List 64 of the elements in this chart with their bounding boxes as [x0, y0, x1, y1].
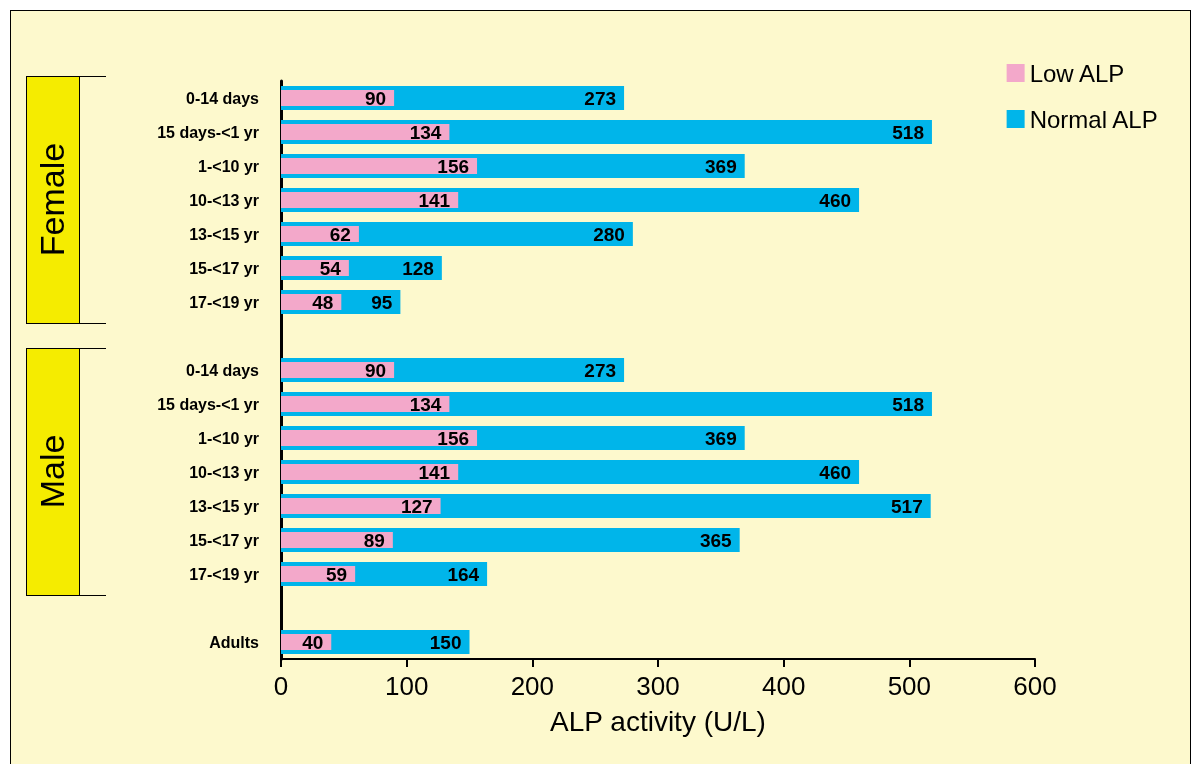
- data-label: 54: [319, 257, 342, 279]
- data-label: 273: [584, 359, 617, 381]
- bar: [281, 430, 478, 446]
- text: Male: [33, 435, 73, 509]
- data-label: 150: [429, 631, 462, 653]
- x-tick-label: 300: [636, 671, 680, 701]
- data-label: 369: [705, 155, 737, 177]
- bar: [281, 158, 478, 174]
- y-tick-label: 10-<13 yr: [189, 463, 259, 481]
- data-label: 90: [364, 359, 387, 381]
- data-label: 95: [371, 291, 393, 313]
- legend-label: Low ALP: [1029, 59, 1125, 87]
- data-label: 128: [402, 257, 434, 279]
- y-tick-label: 15 days-<1 yr: [157, 395, 259, 413]
- y-tick-label: Adults: [209, 633, 260, 651]
- data-label: 518: [892, 393, 924, 415]
- x-tick-label: 400: [761, 671, 806, 701]
- data-label: 280: [593, 223, 625, 245]
- y-tick-label: 15 days-<1 yr: [157, 123, 259, 141]
- x-tick-label: 500: [887, 671, 932, 701]
- data-label: 89: [363, 529, 385, 551]
- y-tick-label: 17-<19 yr: [189, 293, 259, 311]
- data-label: 141: [418, 461, 451, 483]
- y-tick-label: 13-<15 yr: [189, 497, 259, 515]
- y-tick-label: 13-<15 yr: [189, 225, 259, 243]
- x-tick-label: 200: [510, 671, 555, 701]
- x-tick-label: 0: [273, 671, 289, 701]
- data-label: 141: [418, 189, 451, 211]
- bar: [281, 396, 450, 412]
- x-tick-label: 100: [384, 671, 429, 701]
- y-tick-label: 10-<13 yr: [189, 191, 259, 209]
- data-label: 156: [437, 427, 470, 449]
- y-tick-label: 17-<19 yr: [189, 565, 259, 583]
- data-label: 134: [409, 393, 442, 415]
- data-label: 127: [400, 495, 433, 517]
- data-label: 164: [447, 563, 480, 585]
- data-label: 365: [699, 529, 733, 551]
- data-label: 59: [326, 563, 348, 585]
- bar: [281, 124, 450, 140]
- data-label: 48: [312, 291, 334, 313]
- text: Female: [33, 143, 73, 257]
- x-axis-title: ALP activity (U/L): [550, 705, 766, 737]
- bar: [281, 464, 459, 480]
- bar: [281, 498, 441, 514]
- data-label: 369: [705, 427, 737, 449]
- data-label: 62: [329, 223, 351, 245]
- y-tick-label: 0-14 days: [186, 361, 260, 379]
- y-tick-label: 1-<10 yr: [198, 157, 259, 175]
- y-tick-label: 0-14 days: [186, 89, 260, 107]
- y-tick-label: 15-<17 yr: [189, 531, 259, 549]
- data-label: 273: [584, 87, 617, 109]
- data-label: 156: [437, 155, 470, 177]
- y-tick-label: 15-<17 yr: [189, 259, 259, 277]
- bar: [281, 192, 459, 208]
- data-label: 134: [409, 121, 442, 143]
- y-tick-label: 1-<10 yr: [198, 429, 259, 447]
- data-label: 460: [819, 461, 852, 483]
- data-label: 90: [364, 87, 387, 109]
- data-label: 460: [819, 189, 852, 211]
- legend-label: Normal ALP: [1029, 105, 1158, 133]
- x-tick-label: 600: [1013, 671, 1057, 701]
- data-label: 518: [892, 121, 924, 143]
- data-label: 40: [302, 631, 324, 653]
- data-label: 517: [890, 495, 923, 517]
